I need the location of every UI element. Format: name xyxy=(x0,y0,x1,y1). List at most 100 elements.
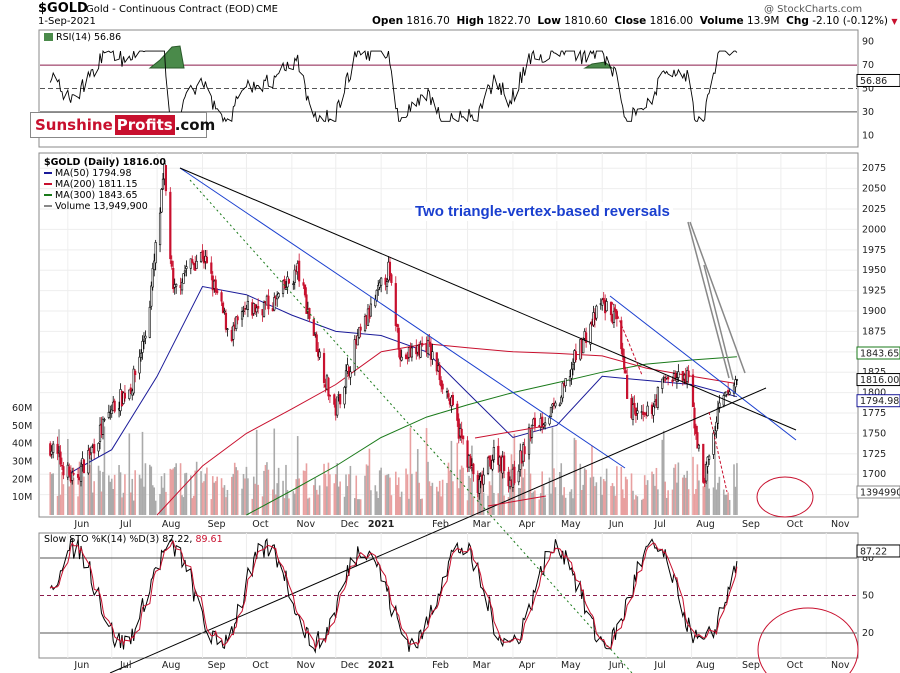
price-title: $GOLD (Daily) 1816.00 xyxy=(44,157,166,168)
volume-bar xyxy=(128,433,131,515)
volume-bar xyxy=(50,473,53,515)
candle-body xyxy=(158,212,162,246)
volume-bar xyxy=(58,429,60,515)
volume-bar xyxy=(204,473,207,515)
volume-bar xyxy=(394,471,397,515)
volume-bar xyxy=(83,476,85,515)
axis-labels: 9070503010207520502025200019751950192519… xyxy=(12,37,886,671)
candle-body xyxy=(353,339,356,371)
volume-bar xyxy=(109,481,112,515)
volume-bar xyxy=(182,497,185,515)
candle-body xyxy=(428,341,431,344)
volume-bar xyxy=(657,489,659,515)
volume-bar xyxy=(163,473,166,515)
down-arrow-icon: ▼ xyxy=(891,17,898,26)
volume-bar xyxy=(298,478,300,515)
volume-bar xyxy=(585,469,587,515)
candle-body xyxy=(460,428,463,438)
volume-bar xyxy=(405,468,407,515)
sto-x-label: Aug xyxy=(696,660,715,671)
candle-body xyxy=(564,378,567,387)
volume-bar xyxy=(583,468,586,515)
sto-tick-label: 50 xyxy=(862,591,874,602)
volume-tick-label: 60M xyxy=(12,403,32,414)
volume-bar xyxy=(435,486,438,515)
candle-body xyxy=(482,474,485,485)
candle-body xyxy=(144,335,147,339)
candle-body xyxy=(236,316,239,321)
black-trendline-lower xyxy=(109,387,767,673)
sto-x-label: Aug xyxy=(162,660,181,671)
volume-bar xyxy=(633,499,636,515)
price-x-label: Oct xyxy=(787,519,804,530)
volume-bar xyxy=(103,426,106,515)
rsi-overbought-fill xyxy=(148,45,185,69)
red-dashed-2 xyxy=(708,411,728,493)
candle-body xyxy=(486,457,490,474)
candle-body xyxy=(292,283,295,285)
candle-body xyxy=(71,472,74,481)
candle-body xyxy=(568,376,572,382)
sto-tick-label: 20 xyxy=(862,628,874,639)
volume-bar xyxy=(724,494,727,515)
price-tick-label: 1725 xyxy=(862,449,886,460)
candle-body xyxy=(195,260,198,269)
candle-body xyxy=(62,466,65,476)
candle-body xyxy=(727,390,730,393)
volume-bar xyxy=(725,494,728,515)
candle-body xyxy=(626,375,629,399)
volume-bar xyxy=(231,476,233,515)
volume-bar xyxy=(264,464,267,515)
volume-bar xyxy=(712,487,715,515)
volume-bar xyxy=(263,470,265,515)
volume-bar xyxy=(112,489,115,515)
candle-body xyxy=(571,363,575,370)
volume-bar xyxy=(553,468,555,515)
volume-bar xyxy=(99,470,101,515)
price-tick-label: 1900 xyxy=(862,306,886,317)
volume-bar xyxy=(160,476,163,515)
volume-bar xyxy=(452,481,454,515)
volume-bar xyxy=(213,482,216,515)
volume-bar xyxy=(569,491,571,515)
volume-bar xyxy=(181,495,183,515)
candle-body xyxy=(148,306,151,338)
volume-bar xyxy=(286,489,289,515)
candle-body xyxy=(175,283,178,287)
price-tick-label: 2075 xyxy=(862,163,886,174)
volume-bar xyxy=(490,485,492,515)
volume-bar xyxy=(522,477,524,515)
volume-bar xyxy=(191,498,194,515)
volume-bar xyxy=(560,463,563,515)
candle-body xyxy=(375,289,378,301)
volume-bar xyxy=(124,474,126,515)
rsi-tick-label: 70 xyxy=(862,60,874,71)
volume-bar xyxy=(194,470,197,515)
sto-value-tag-box xyxy=(856,544,900,558)
ma200-line xyxy=(156,343,737,516)
volume-bar xyxy=(573,437,576,515)
chart-symbol: $GOLD xyxy=(38,1,88,16)
volume-bar xyxy=(561,495,564,515)
candle-body xyxy=(426,339,430,355)
volume-bar xyxy=(257,484,259,515)
volume-bar xyxy=(727,492,729,515)
volume-bar xyxy=(630,473,633,515)
volume-bar xyxy=(507,496,510,515)
volume-bar xyxy=(214,481,217,515)
volume-bar xyxy=(529,473,532,515)
candle-body xyxy=(631,404,635,420)
ma300-value-tag: 1843.65 xyxy=(860,348,899,359)
volume-bar xyxy=(563,487,565,515)
volume-tick-label: 20M xyxy=(12,474,32,485)
volume-bar xyxy=(282,480,284,515)
volume-bar xyxy=(97,465,100,515)
volume-bar xyxy=(327,462,330,515)
volume-bar xyxy=(252,476,255,515)
candle-body xyxy=(283,279,286,289)
candle-body xyxy=(544,422,547,426)
volume-bar xyxy=(717,482,719,515)
volume-bar xyxy=(336,463,339,515)
rsi-legend-swatch xyxy=(44,33,53,41)
candle-body xyxy=(462,435,465,440)
